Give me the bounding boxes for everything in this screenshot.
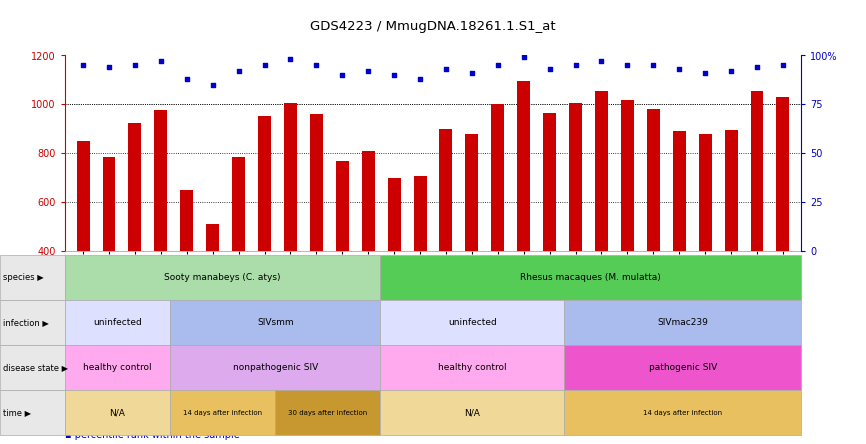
Point <box>698 70 712 77</box>
Point <box>776 62 790 69</box>
Point <box>387 71 401 79</box>
Point <box>180 75 194 83</box>
Point <box>232 67 246 75</box>
Point <box>283 56 297 63</box>
Text: nonpathogenic SIV: nonpathogenic SIV <box>233 363 318 372</box>
Point <box>413 75 427 83</box>
Bar <box>595 91 608 251</box>
Bar <box>388 178 401 251</box>
Point <box>335 71 349 79</box>
Bar <box>362 151 375 251</box>
Text: 14 days after infection: 14 days after infection <box>183 410 262 416</box>
Bar <box>206 224 219 251</box>
Text: Rhesus macaques (M. mulatta): Rhesus macaques (M. mulatta) <box>520 273 661 282</box>
Bar <box>128 123 141 251</box>
Point <box>102 63 116 71</box>
Text: pathogenic SIV: pathogenic SIV <box>649 363 717 372</box>
Point <box>257 62 271 69</box>
Bar <box>232 157 245 251</box>
Point <box>569 62 583 69</box>
Bar <box>465 134 478 251</box>
Text: uninfected: uninfected <box>448 318 497 327</box>
Point <box>517 54 531 61</box>
Text: 14 days after infection: 14 days after infection <box>643 410 722 416</box>
Point <box>672 66 686 73</box>
Bar <box>777 97 790 251</box>
Bar <box>336 161 349 251</box>
Bar <box>621 100 634 251</box>
Text: SIVmac239: SIVmac239 <box>657 318 708 327</box>
Text: disease state ▶: disease state ▶ <box>3 363 68 372</box>
Text: GDS4223 / MmugDNA.18261.1.S1_at: GDS4223 / MmugDNA.18261.1.S1_at <box>310 20 556 33</box>
Point <box>750 63 764 71</box>
Point <box>620 62 634 69</box>
Point <box>361 67 375 75</box>
Text: 30 days after infection: 30 days after infection <box>288 410 367 416</box>
Text: N/A: N/A <box>464 408 481 417</box>
Point <box>309 62 323 69</box>
Bar <box>725 130 738 251</box>
Point <box>128 62 142 69</box>
Point <box>206 81 220 88</box>
Bar <box>517 81 530 251</box>
Text: ▪ count: ▪ count <box>65 424 102 433</box>
Text: N/A: N/A <box>110 408 126 417</box>
Bar <box>154 110 167 251</box>
Text: SIVsmm: SIVsmm <box>257 318 294 327</box>
Bar <box>699 134 712 251</box>
Point <box>439 66 453 73</box>
Point <box>724 67 738 75</box>
Text: healthy control: healthy control <box>438 363 507 372</box>
Bar <box>76 142 89 251</box>
Point <box>491 62 505 69</box>
Text: ▪ percentile rank within the sample: ▪ percentile rank within the sample <box>65 430 240 440</box>
Text: Sooty manabeys (C. atys): Sooty manabeys (C. atys) <box>165 273 281 282</box>
Text: healthy control: healthy control <box>83 363 152 372</box>
Bar <box>647 109 660 251</box>
Point <box>154 58 168 65</box>
Point <box>465 70 479 77</box>
Text: uninfected: uninfected <box>94 318 142 327</box>
Bar <box>414 176 427 251</box>
Bar <box>751 91 764 251</box>
Point <box>76 62 90 69</box>
Bar <box>569 103 582 251</box>
Bar <box>673 131 686 251</box>
Bar <box>491 104 504 251</box>
Bar <box>258 116 271 251</box>
Point <box>595 58 609 65</box>
Text: infection ▶: infection ▶ <box>3 318 49 327</box>
Bar <box>310 114 323 251</box>
Bar <box>439 129 452 251</box>
Point <box>543 66 557 73</box>
Bar <box>284 103 297 251</box>
Text: species ▶: species ▶ <box>3 273 44 282</box>
Bar <box>102 157 115 251</box>
Text: time ▶: time ▶ <box>3 408 31 417</box>
Bar <box>180 190 193 251</box>
Bar <box>543 113 556 251</box>
Point <box>646 62 660 69</box>
